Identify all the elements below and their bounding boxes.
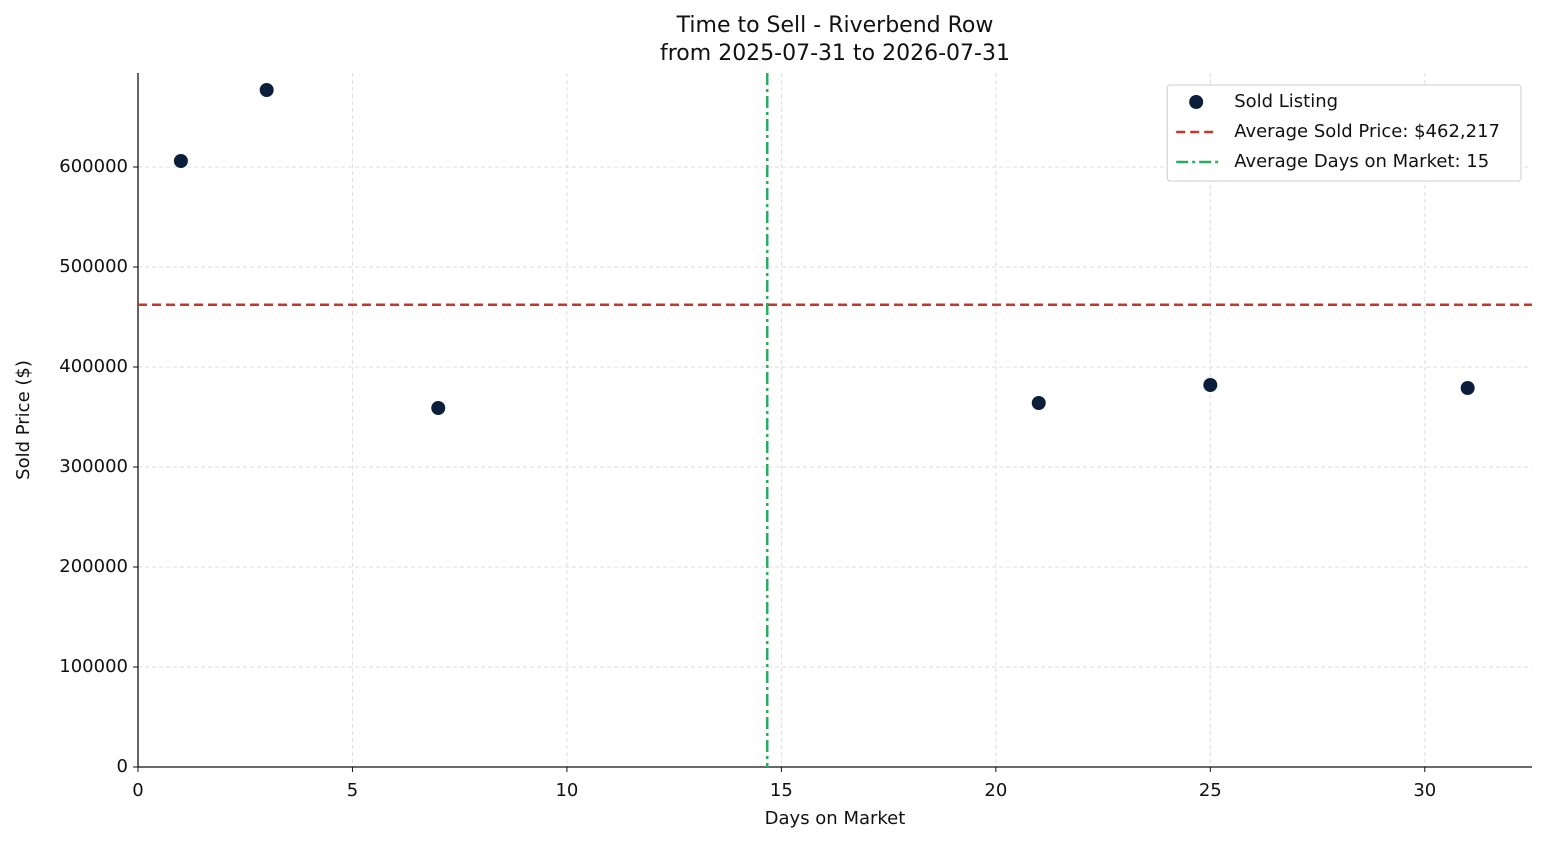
- x-axis-label: Days on Market: [765, 808, 906, 829]
- y-tick-label: 600000: [59, 156, 128, 177]
- y-tick-label: 200000: [59, 556, 128, 577]
- y-tick-label: 300000: [59, 456, 128, 477]
- point: [173, 154, 188, 168]
- legend-label: Sold Listing: [1234, 91, 1338, 112]
- chart-subtitle: from 2025-07-31 to 2026-07-31: [660, 41, 1010, 66]
- x-tick-label: 10: [555, 780, 578, 801]
- point: [1460, 381, 1475, 395]
- x-tick-label: 20: [984, 780, 1007, 801]
- legend-marker: [1189, 95, 1204, 109]
- legend-box: [1166, 84, 1522, 182]
- x-tick-label: 5: [347, 780, 358, 801]
- x-tick-label: 15: [770, 780, 793, 801]
- x-tick-label: 30: [1413, 780, 1436, 801]
- y-tick-label: 100000: [59, 656, 128, 677]
- point: [431, 401, 446, 415]
- point: [1031, 396, 1046, 410]
- x-tick-label: 0: [132, 780, 143, 801]
- x-tick-label: 25: [1199, 780, 1222, 801]
- y-axis-label: Sold Price ($): [13, 360, 34, 480]
- y-tick-label: 500000: [59, 256, 128, 277]
- legend-label: Average Sold Price: $462,217: [1234, 121, 1500, 142]
- legend-label: Average Days on Market: 15: [1234, 151, 1489, 172]
- y-tick-label: 400000: [59, 356, 128, 377]
- chart-title: Time to Sell - Riverbend Row: [676, 13, 994, 38]
- point: [259, 83, 274, 97]
- y-tick-label: 0: [117, 756, 128, 777]
- point: [1203, 378, 1218, 392]
- legend: Sold Listing Average Sold Price: $462,217…: [1166, 84, 1522, 182]
